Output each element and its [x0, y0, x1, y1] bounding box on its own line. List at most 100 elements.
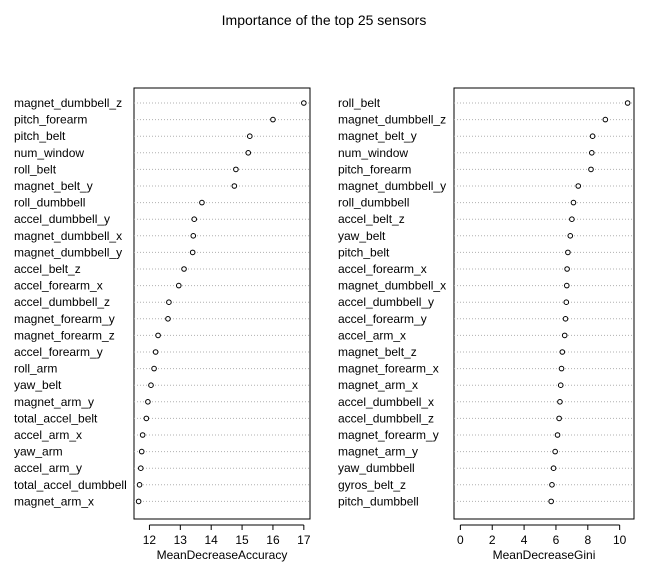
data-point — [231, 183, 238, 189]
x-axis-label: MeanDecreaseGini — [493, 548, 596, 562]
category-label: accel_arm_x — [14, 428, 82, 442]
data-point — [557, 399, 563, 405]
category-label: accel_belt_z — [14, 262, 81, 276]
x-tick-label: 13 — [174, 533, 188, 547]
category-label: accel_arm_x — [338, 328, 406, 342]
data-point — [145, 399, 151, 405]
category-label: magnet_arm_x — [14, 494, 94, 508]
data-point — [138, 448, 145, 455]
x-tick-label: 4 — [521, 533, 528, 547]
figure-title: Importance of the top 25 sensors — [222, 12, 427, 28]
category-label: pitch_forearm — [338, 162, 411, 176]
category-label: pitch_belt — [14, 129, 66, 143]
category-label: yaw_arm — [14, 445, 63, 459]
category-label: accel_forearm_x — [338, 262, 427, 276]
category-label: magnet_arm_y — [338, 445, 418, 459]
data-point — [556, 415, 562, 422]
data-point — [554, 432, 561, 438]
x-tick-label: 6 — [553, 533, 560, 547]
category-label: accel_arm_y — [14, 461, 82, 475]
plot-frame — [453, 87, 635, 520]
data-point — [148, 382, 154, 389]
data-point — [139, 432, 146, 438]
data-point — [548, 498, 554, 505]
data-point — [558, 365, 565, 372]
data-point — [550, 465, 557, 472]
data-point — [563, 282, 570, 289]
x-tick-label: 2 — [489, 533, 496, 547]
data-point — [575, 183, 582, 189]
data-point — [165, 316, 171, 322]
data-point — [189, 249, 196, 256]
x-axis-label: MeanDecreaseAccuracy — [157, 548, 288, 562]
category-label: magnet_dumbbell_x — [14, 229, 122, 243]
plot-frame — [133, 87, 311, 520]
data-point — [135, 498, 142, 505]
category-label: magnet_forearm_z — [14, 328, 115, 342]
category-label: yaw_dumbbell — [338, 461, 415, 475]
x-tick-label: 0 — [457, 533, 464, 547]
category-label: roll_dumbbell — [14, 196, 85, 210]
category-label: magnet_dumbbell_y — [338, 179, 446, 193]
category-label: yaw_belt — [14, 378, 62, 392]
category-label: accel_dumbbell_z — [338, 411, 434, 425]
category-label: magnet_belt_y — [338, 129, 417, 143]
panel-mean-decrease-accuracy: magnet_dumbbell_z pitch_forearm pitch_belt… — [14, 87, 311, 562]
category-label: num_window — [14, 146, 84, 160]
category-label: accel_dumbbell_y — [338, 295, 434, 309]
category-label: magnet_forearm_y — [14, 312, 115, 326]
category-label: magnet_dumbbell_x — [338, 279, 446, 293]
data-point — [588, 150, 595, 156]
data-point — [143, 415, 150, 422]
category-label: pitch_dumbbell — [338, 494, 419, 508]
category-label: magnet_dumbbell_z — [14, 96, 122, 110]
category-label: magnet_arm_y — [14, 395, 94, 409]
category-label: magnet_belt_y — [14, 179, 93, 193]
data-point — [199, 199, 205, 206]
category-label: accel_belt_z — [338, 212, 405, 226]
category-label: total_accel_belt — [14, 411, 98, 425]
data-point — [588, 166, 594, 173]
data-point — [151, 365, 157, 372]
x-tick-label: 8 — [584, 533, 591, 547]
data-point — [563, 299, 570, 306]
data-point — [569, 216, 575, 222]
data-point — [564, 266, 570, 272]
data-point — [136, 482, 143, 488]
category-label: total_accel_dumbbell — [14, 478, 127, 492]
data-point — [233, 166, 239, 173]
x-tick-label: 12 — [143, 533, 157, 547]
data-point — [567, 233, 574, 239]
category-label: num_window — [338, 146, 408, 160]
category-label: roll_belt — [338, 96, 381, 110]
data-point — [246, 133, 253, 139]
category-label: roll_belt — [14, 162, 57, 176]
category-label: accel_dumbbell_y — [14, 212, 110, 226]
data-point — [565, 249, 571, 256]
data-point — [552, 448, 558, 455]
data-point — [561, 332, 568, 339]
category-label: magnet_forearm_x — [338, 362, 439, 376]
data-point — [152, 349, 159, 355]
category-label: accel_dumbbell_x — [338, 395, 434, 409]
data-point — [570, 199, 577, 206]
category-label: pitch_belt — [338, 245, 390, 259]
category-label: roll_dumbbell — [338, 196, 409, 210]
panel-mean-decrease-gini: roll_belt magnet_dumbbell_z magnet_belt_yn… — [338, 87, 635, 562]
category-label: accel_forearm_x — [14, 279, 103, 293]
data-point — [557, 382, 564, 389]
data-point — [562, 316, 569, 322]
category-label: pitch_forearm — [14, 113, 87, 127]
x-tick-label: 17 — [297, 533, 311, 547]
data-point — [549, 482, 555, 488]
x-tick-label: 16 — [266, 533, 280, 547]
data-point — [155, 332, 161, 339]
data-point — [559, 349, 566, 355]
category-label: magnet_forearm_y — [338, 428, 439, 442]
category-label: accel_forearm_y — [14, 345, 103, 359]
data-point — [190, 233, 197, 239]
data-point — [602, 116, 609, 123]
data-point — [245, 150, 252, 156]
data-point — [624, 100, 631, 106]
data-point — [137, 465, 144, 472]
